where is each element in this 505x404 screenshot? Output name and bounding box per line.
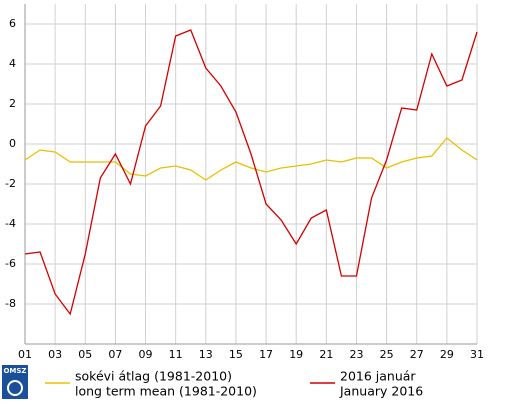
x-tick-label: 25 <box>380 348 394 361</box>
legend-label: January 2016 <box>339 384 423 399</box>
y-tick-label: 0 <box>9 137 16 150</box>
x-tick-label: 21 <box>319 348 333 361</box>
x-tick-label: 03 <box>48 348 62 361</box>
x-tick-label: 01 <box>18 348 32 361</box>
x-tick-label: 29 <box>440 348 454 361</box>
legend-label: sokévi átlag (1981-2010) <box>75 369 232 384</box>
y-tick-label: -8 <box>5 297 16 310</box>
logo-text: OMSZ <box>3 367 26 375</box>
y-tick-label: -2 <box>5 177 16 190</box>
legend-label: long term mean (1981-2010) <box>75 384 257 399</box>
y-tick-label: 2 <box>9 97 16 110</box>
x-tick-label: 09 <box>139 348 153 361</box>
x-tick-label: 23 <box>349 348 363 361</box>
x-tick-label: 27 <box>410 348 424 361</box>
y-tick-label: 6 <box>9 17 16 30</box>
x-tick-label: 05 <box>78 348 92 361</box>
x-tick-label: 31 <box>470 348 484 361</box>
x-tick-label: 19 <box>289 348 303 361</box>
logo-mark <box>7 380 23 396</box>
series-line <box>24 29 478 316</box>
x-tick-label: 07 <box>108 348 122 361</box>
x-tick-label: 15 <box>229 348 243 361</box>
y-tick-label: 4 <box>9 57 16 70</box>
x-tick-label: 13 <box>199 348 213 361</box>
y-tick-label: -4 <box>5 217 16 230</box>
x-tick-label: 11 <box>169 348 183 361</box>
y-tick-label: -6 <box>5 257 16 270</box>
x-tick-label: 17 <box>259 348 273 361</box>
legend-label: 2016 január <box>340 369 416 384</box>
series-line <box>24 137 478 181</box>
